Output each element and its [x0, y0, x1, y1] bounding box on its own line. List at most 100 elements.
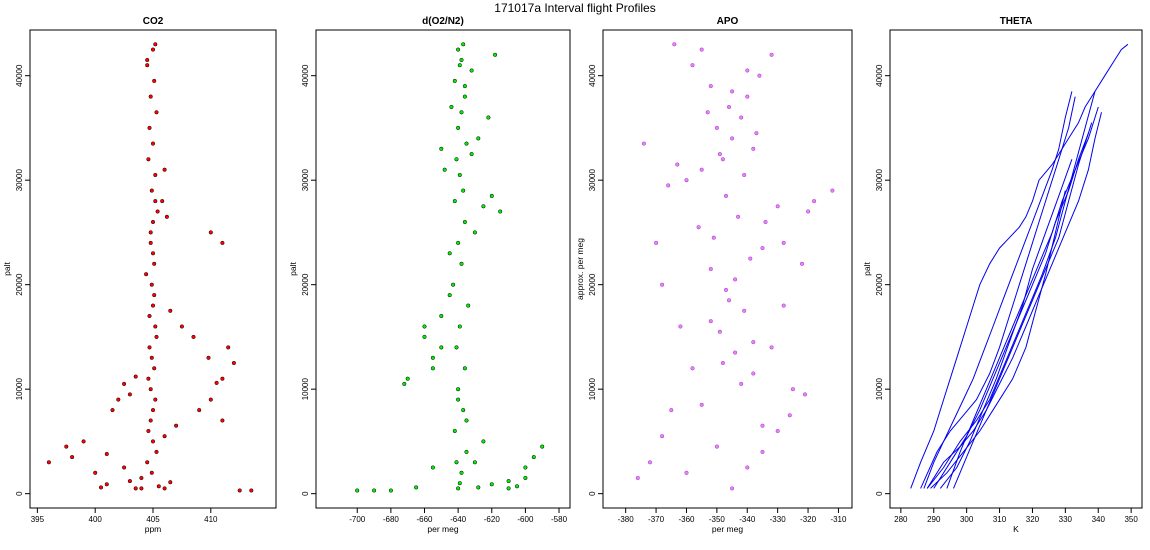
- plot-frame: [315, 29, 571, 509]
- data-point: [81, 439, 86, 444]
- data-point: [104, 482, 109, 487]
- data-point: [388, 488, 393, 493]
- data-point: [430, 355, 435, 360]
- data-point: [462, 84, 467, 89]
- data-point: [146, 376, 151, 381]
- data-point: [506, 479, 511, 484]
- x-tick-label: 400: [89, 515, 103, 524]
- data-point: [456, 240, 461, 245]
- data-point: [208, 230, 213, 235]
- y-tick-label: 0: [15, 491, 24, 496]
- data-point: [726, 298, 732, 303]
- data-point: [150, 439, 156, 444]
- o2n2-panel: d(O2/N2) -700 -680 -660 -640 -620 -600 -580 0 100…: [288, 16, 571, 534]
- data-point: [191, 334, 196, 339]
- data-point: [220, 418, 225, 423]
- x-tick-label: 330: [1059, 515, 1073, 524]
- data-point: [154, 334, 159, 339]
- data-point: [150, 219, 156, 225]
- data-point: [464, 141, 469, 146]
- data-point: [152, 78, 157, 83]
- data-point: [220, 376, 225, 381]
- data-point: [690, 366, 695, 371]
- data-point: [456, 397, 461, 402]
- data-point: [147, 125, 152, 130]
- data-point: [462, 219, 467, 225]
- y-tick-label: 0: [301, 491, 310, 496]
- data-point: [152, 366, 157, 371]
- data-point: [459, 57, 464, 63]
- data-point: [799, 261, 805, 266]
- data-point: [226, 345, 231, 350]
- data-point: [531, 455, 536, 460]
- data-point: [422, 334, 427, 339]
- data-point: [459, 261, 464, 266]
- y-tick-label: 10000: [588, 377, 597, 400]
- data-point: [452, 428, 457, 434]
- y-tick-label: 20000: [15, 273, 24, 296]
- data-point: [150, 141, 156, 146]
- data-point: [711, 235, 716, 240]
- data-point: [787, 413, 792, 418]
- data-point: [150, 408, 156, 413]
- data-point: [714, 125, 719, 130]
- data-point: [481, 439, 486, 444]
- data-point: [660, 282, 665, 287]
- data-point: [666, 183, 671, 188]
- y-tick-label: 0: [875, 491, 884, 496]
- data-point: [675, 162, 680, 167]
- data-point: [660, 434, 665, 439]
- data-point: [464, 449, 469, 454]
- x-tick-label: -660: [416, 515, 433, 524]
- data-point: [461, 408, 466, 413]
- y-tick-label: 40000: [301, 64, 310, 87]
- data-point: [457, 172, 462, 178]
- data-point: [760, 449, 765, 454]
- data-point: [442, 167, 447, 172]
- x-tick-label: 405: [146, 515, 160, 524]
- data-point: [720, 157, 725, 162]
- data-point: [540, 444, 545, 449]
- y-tick-label: 30000: [15, 169, 24, 192]
- data-point: [153, 172, 158, 178]
- data-point: [154, 110, 159, 115]
- data-point: [723, 287, 729, 292]
- data-point: [714, 444, 719, 449]
- y-tick-label: 20000: [588, 273, 597, 296]
- data-point: [476, 485, 481, 490]
- data-point: [148, 94, 153, 99]
- data-point: [405, 376, 410, 381]
- data-point: [162, 486, 167, 491]
- x-tick-label: 340: [1092, 515, 1106, 524]
- data-point: [739, 115, 744, 120]
- data-point: [372, 488, 377, 493]
- data-point: [523, 465, 528, 470]
- data-point: [456, 125, 461, 130]
- data-point: [46, 460, 51, 465]
- profile-line: [926, 112, 1102, 489]
- data-point: [457, 481, 462, 486]
- y-tick-label: 30000: [588, 169, 597, 192]
- data-point: [481, 204, 486, 209]
- figure-title: 171017a Interval flight Profiles: [494, 1, 655, 15]
- x-tick-label: 350: [1124, 515, 1138, 524]
- data-point: [148, 387, 153, 392]
- data-point: [162, 434, 167, 439]
- y-axis-label: palt: [862, 262, 872, 276]
- data-point: [139, 486, 144, 491]
- data-point: [98, 485, 104, 490]
- x-axis-label: ppm: [145, 524, 162, 534]
- data-point: [237, 488, 242, 493]
- data-point: [148, 230, 153, 235]
- data-point: [472, 230, 477, 235]
- data-point: [647, 460, 653, 465]
- x-tick-label: 320: [1026, 515, 1040, 524]
- data-point: [498, 209, 503, 214]
- data-point: [208, 397, 213, 402]
- data-point: [402, 381, 407, 386]
- y-tick-label: 10000: [301, 377, 310, 400]
- x-tick-label: 290: [927, 515, 941, 524]
- data-point: [717, 329, 722, 334]
- data-point: [635, 475, 640, 481]
- data-point: [730, 486, 735, 491]
